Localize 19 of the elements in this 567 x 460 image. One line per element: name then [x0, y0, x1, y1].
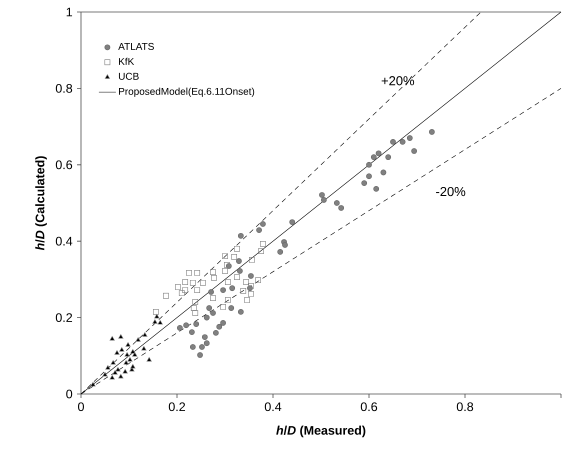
y-tick-label: 0.2 — [56, 313, 72, 322]
annotation: -20% — [436, 186, 466, 196]
legend-label: ProposedModel(Eq.6.11Onset) — [119, 88, 254, 97]
annotation: +20% — [382, 76, 414, 86]
x-tick-label: 0.8 — [456, 402, 474, 412]
x-axis-title: h/D (Measured) — [276, 426, 366, 438]
y-axis-title: h/D (Calculated) — [35, 156, 47, 250]
legend-label: UCB — [118, 72, 139, 80]
x-tick-label: 0.2 — [168, 402, 186, 412]
y-tick-label: 1 — [66, 8, 72, 16]
x-tick-label: 0.4 — [264, 402, 282, 412]
x-tick-label: 0 — [78, 402, 84, 412]
y-tick-label: 0 — [66, 390, 72, 398]
x-tick-label: 0.6 — [360, 402, 378, 412]
y-tick-label: 0.6 — [56, 160, 72, 170]
y-tick-label: 0.4 — [56, 236, 72, 246]
legend-label: ATLATS — [118, 42, 154, 50]
legend-label: KfK — [119, 58, 134, 65]
y-tick-label: 0.8 — [56, 84, 72, 93]
